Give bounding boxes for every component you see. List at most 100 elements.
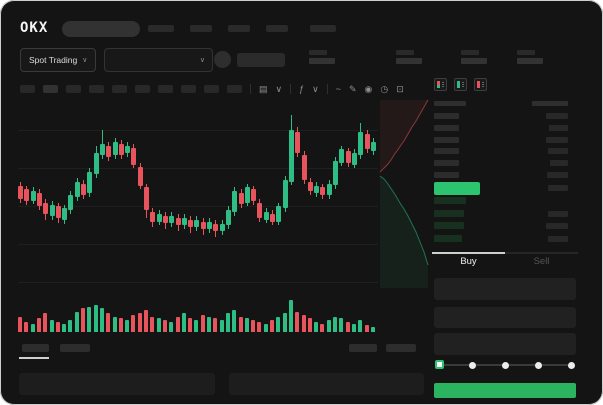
candle-down (144, 187, 149, 211)
slider-handle[interactable] (435, 360, 444, 369)
timeframe-button[interactable] (66, 85, 81, 93)
bid-price-placeholder[interactable] (434, 209, 464, 217)
timeframe-button[interactable] (20, 85, 35, 93)
history-panel (229, 373, 424, 395)
amount-field[interactable] (434, 307, 576, 328)
search-input[interactable] (62, 21, 140, 37)
chart-gridline (18, 244, 378, 246)
bid-color (437, 84, 440, 88)
chevron-down-icon: ∨ (199, 56, 205, 64)
volume-bar (339, 318, 344, 332)
nav-item[interactable] (266, 25, 288, 32)
toggle-color-column (477, 81, 480, 88)
instrument-dropdown[interactable]: ∨ (104, 48, 213, 72)
bottom-action[interactable] (386, 344, 416, 352)
nav-item[interactable] (190, 25, 212, 32)
candle-down (137, 166, 143, 186)
volume-bar (137, 313, 142, 332)
asks-depth-line (379, 99, 429, 173)
tab-sell[interactable]: Sell (533, 256, 550, 267)
volume-bar (131, 315, 136, 332)
volume-bar (49, 320, 54, 332)
volume-bar (213, 318, 218, 332)
volume-bar (288, 299, 293, 332)
volume-bar (30, 323, 35, 332)
ask-price-placeholder[interactable] (434, 124, 459, 131)
bid-price-placeholder[interactable] (434, 197, 466, 204)
bid-amount-placeholder (548, 235, 568, 242)
chevron-down-icon[interactable]: ∨ (312, 83, 319, 94)
volume-bar (276, 316, 281, 332)
nav-item[interactable] (148, 25, 174, 32)
combined-book-toggle[interactable] (434, 78, 447, 91)
bottom-tab[interactable] (60, 344, 90, 352)
timeframe-button[interactable] (158, 85, 173, 93)
volume-bar (181, 313, 186, 332)
bids-depth-area (380, 176, 428, 288)
timeframe-button[interactable] (112, 85, 127, 93)
candle-up (232, 191, 238, 213)
draw-icon[interactable]: ✎ (348, 83, 357, 94)
volume-bar (169, 321, 174, 332)
tab-buy[interactable]: Buy (460, 256, 477, 267)
ask-price-placeholder[interactable] (434, 113, 459, 119)
slider-stop-dot[interactable] (535, 362, 542, 369)
slider-stop-dot[interactable] (469, 362, 476, 369)
camera-icon[interactable]: ◉ (364, 83, 373, 94)
asks-only-toggle[interactable] (474, 78, 487, 91)
nav-item[interactable] (310, 25, 336, 32)
ask-price-placeholder[interactable] (434, 148, 459, 155)
candle-down (175, 217, 181, 226)
ask-price-placeholder[interactable] (434, 136, 459, 143)
toggle-line (462, 86, 464, 87)
chart-gridline (18, 168, 378, 170)
candle-style-icon[interactable]: ▤ (259, 83, 268, 94)
ask-color (477, 81, 480, 88)
timeframe-button[interactable] (227, 85, 242, 93)
trading-mode-selector[interactable]: Spot Trading ∨ (20, 48, 97, 72)
ask-amount-placeholder (546, 113, 568, 119)
price-field[interactable] (434, 278, 576, 300)
timeframe-button[interactable] (204, 85, 219, 93)
total-field[interactable] (434, 333, 576, 355)
slider-stop-dot[interactable] (568, 362, 575, 369)
candle-up (263, 212, 269, 220)
ask-price-placeholder[interactable] (434, 160, 459, 167)
bottom-tab[interactable] (22, 344, 49, 352)
bid-price-placeholder[interactable] (434, 234, 462, 242)
volume-bar (36, 318, 41, 332)
timeframe-button[interactable] (89, 85, 104, 93)
timeframe-button[interactable] (43, 85, 58, 93)
volume-bar (81, 308, 85, 332)
volume-bar (162, 320, 167, 332)
indicators-icon[interactable]: ƒ (299, 83, 305, 94)
pair-name-placeholder[interactable] (237, 53, 285, 67)
candle-up (288, 130, 294, 182)
fullscreen-icon[interactable]: ⊡ (396, 83, 404, 94)
nav-item[interactable] (228, 25, 250, 32)
buy-submit-button[interactable] (434, 383, 576, 398)
candle-up (333, 160, 338, 186)
ask-price-placeholder[interactable] (434, 172, 459, 178)
volume-bar (295, 311, 300, 332)
chevron-down-icon[interactable]: ∨ (275, 83, 283, 94)
bottom-action[interactable] (349, 344, 377, 352)
candle-up (74, 181, 80, 197)
candle-up (244, 187, 250, 203)
volume-bar (251, 320, 256, 332)
timeframe-button[interactable] (181, 85, 196, 93)
pair-coin-icon[interactable] (214, 51, 231, 68)
candle-up (282, 179, 288, 209)
volume-bar (74, 311, 79, 332)
slider-stop-dot[interactable] (502, 362, 509, 369)
timeframe-button[interactable] (135, 85, 150, 93)
history-icon[interactable]: ◷ (380, 83, 389, 94)
candle-down (24, 189, 30, 201)
bid-color (457, 81, 460, 88)
bid-price-placeholder[interactable] (434, 222, 464, 230)
volume-bar (18, 316, 22, 332)
bids-only-toggle[interactable] (454, 78, 467, 91)
volume-bar (270, 320, 274, 332)
line-tool-icon[interactable]: ~ (335, 83, 341, 94)
